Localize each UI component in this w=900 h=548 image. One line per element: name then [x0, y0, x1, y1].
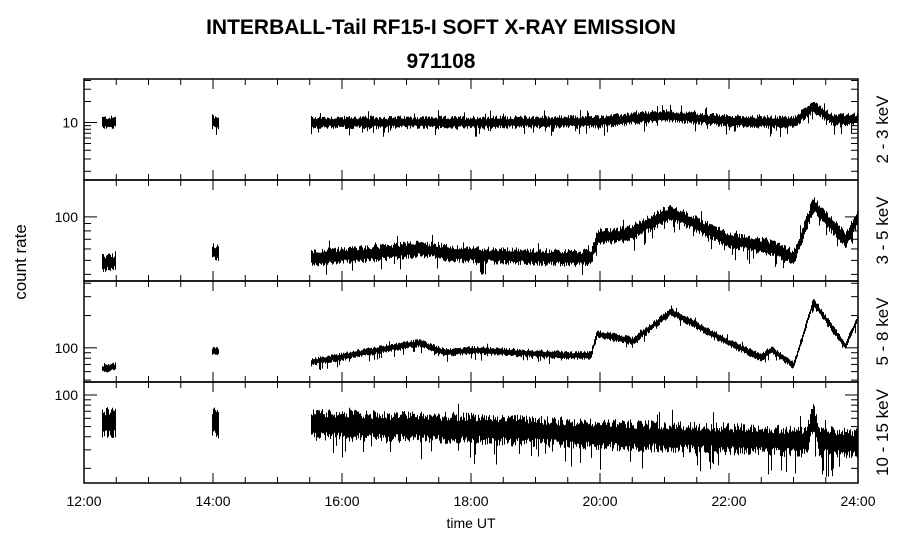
panel-label: 10 - 15 keV	[873, 388, 892, 476]
x-axis-label: time UT	[447, 515, 496, 531]
panel-frame	[83, 280, 859, 383]
chart-subtitle: 971108	[407, 50, 476, 73]
y-tick-label: 10	[62, 114, 78, 130]
panel-frame	[83, 179, 859, 282]
series-trace	[102, 299, 858, 373]
x-tick-label: 12:00	[66, 493, 101, 509]
y-tick-label: 100	[55, 387, 79, 403]
chart-title: INTERBALL-Tail RF15-I SOFT X-RAY EMISSIO…	[206, 16, 676, 39]
x-tick-label: 16:00	[324, 493, 359, 509]
x-tick-label: 22:00	[711, 493, 746, 509]
panel-label: 2 - 3 keV	[873, 95, 892, 164]
x-tick-label: 20:00	[582, 493, 617, 509]
x-tick-label: 24:00	[840, 493, 875, 509]
series-trace	[102, 102, 858, 137]
y-axis-label: count rate	[11, 224, 30, 300]
x-tick-label: 18:00	[453, 493, 488, 509]
panel-label: 3 - 5 keV	[873, 196, 892, 265]
series-trace	[102, 197, 858, 275]
panel-frame	[83, 78, 859, 181]
panel-label: 5 - 8 keV	[873, 297, 892, 366]
y-tick-label: 100	[55, 209, 79, 225]
series-trace	[102, 403, 858, 477]
y-tick-label: 100	[55, 340, 79, 356]
x-tick-label: 14:00	[195, 493, 230, 509]
